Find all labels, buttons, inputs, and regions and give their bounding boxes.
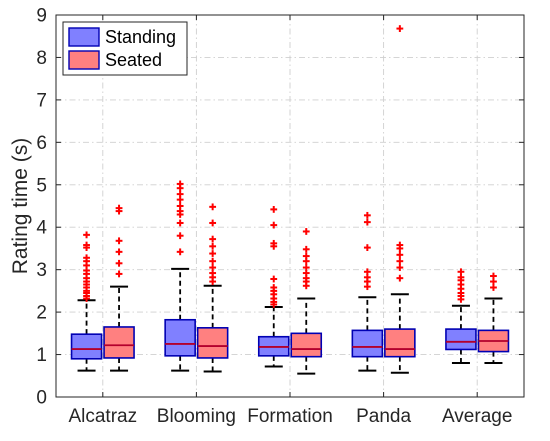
- y-tick-label: 5: [36, 175, 47, 196]
- y-tick-label: 2: [36, 303, 47, 324]
- y-tick-label: 9: [36, 6, 47, 27]
- y-tick-label: 7: [36, 90, 47, 111]
- legend-swatch-standing: [68, 27, 100, 47]
- x-tick-label-formation: Formation: [247, 406, 333, 427]
- box-body: [103, 326, 135, 359]
- outlier-marker: [363, 211, 371, 219]
- legend-swatch-seated: [68, 50, 100, 70]
- outlier-marker: [270, 221, 278, 229]
- y-tick-label: 6: [36, 133, 47, 154]
- box-body: [290, 332, 323, 358]
- outlier-marker: [396, 274, 404, 282]
- outlier-marker: [363, 268, 371, 276]
- outlier-marker: [457, 268, 465, 276]
- box-standing-blooming: [164, 180, 196, 372]
- outlier-marker: [115, 270, 123, 278]
- outlier-marker: [209, 264, 217, 271]
- outlier-marker: [115, 259, 123, 267]
- outlier-marker: [396, 241, 404, 249]
- outlier-marker: [396, 251, 404, 259]
- y-tick-label: 1: [36, 345, 47, 366]
- box-seated-formation: [290, 228, 323, 375]
- legend: Standing Seated: [62, 21, 188, 76]
- outlier-marker: [176, 248, 184, 256]
- outlier-marker: [396, 257, 404, 265]
- outlier-marker: [302, 228, 310, 235]
- box-body: [384, 328, 416, 358]
- axis-ticks: 0 1 2 3 4 5 6 7 8 9 Alcatraz Blooming Formation Panda…: [36, 6, 524, 427]
- y-tick-label: 8: [36, 48, 47, 69]
- box-body: [351, 329, 384, 358]
- outlier-marker: [209, 257, 217, 265]
- box-standing-average: [445, 268, 477, 365]
- outlier-marker: [363, 218, 371, 226]
- outlier-marker: [209, 250, 217, 257]
- legend-label-seated: Seated: [105, 50, 162, 70]
- outlier-marker: [176, 219, 184, 227]
- outlier-marker: [490, 272, 497, 280]
- y-axis-title: Rating time (s): [9, 138, 32, 275]
- outlier-marker: [396, 264, 404, 271]
- outlier-marker: [209, 219, 217, 227]
- outlier-marker: [176, 180, 184, 188]
- outlier-marker: [176, 232, 184, 240]
- outlier-marker: [270, 205, 278, 213]
- outlier-marker: [83, 254, 90, 262]
- box-seated-alcatraz: [103, 204, 135, 372]
- outlier-marker: [270, 275, 278, 283]
- outlier-marker: [83, 231, 90, 239]
- outlier-marker: [363, 244, 371, 251]
- box-seated-blooming: [196, 203, 229, 373]
- x-tick-label-blooming: Blooming: [157, 406, 236, 427]
- box-body: [445, 328, 477, 351]
- outlier-marker: [396, 25, 404, 32]
- x-tick-label-average: Average: [442, 406, 512, 427]
- box-body: [70, 333, 103, 360]
- grid-lines: [56, 15, 524, 397]
- x-tick-label-panda: Panda: [356, 406, 411, 427]
- outlier-marker: [209, 203, 217, 211]
- outlier-marker: [176, 202, 184, 210]
- outlier-marker: [270, 239, 278, 247]
- outlier-marker: [209, 242, 217, 250]
- box-standing-panda: [351, 211, 384, 372]
- outlier-marker: [83, 241, 90, 249]
- box-seated-average: [477, 272, 510, 365]
- box-seated-panda: [384, 25, 416, 374]
- y-tick-label: 0: [36, 388, 47, 409]
- box-standing-alcatraz: [70, 231, 103, 372]
- x-tick-label-alcatraz: Alcatraz: [68, 406, 137, 427]
- outlier-marker: [302, 245, 310, 253]
- outlier-marker: [115, 248, 123, 256]
- outlier-marker: [209, 235, 217, 243]
- box-standing-formation: [257, 205, 290, 368]
- outlier-marker: [115, 204, 123, 212]
- y-tick-label: 3: [36, 260, 47, 281]
- outlier-marker: [490, 284, 497, 291]
- box-body: [196, 327, 229, 359]
- outlier-marker: [270, 284, 278, 291]
- outlier-marker: [115, 237, 123, 245]
- box-plots: [70, 25, 510, 375]
- outlier-marker: [302, 252, 310, 260]
- outlier-marker: [302, 264, 310, 271]
- legend-label-standing: Standing: [105, 27, 176, 47]
- y-tick-label: 4: [36, 218, 47, 239]
- box-body: [164, 318, 196, 357]
- outlier-marker: [176, 190, 184, 198]
